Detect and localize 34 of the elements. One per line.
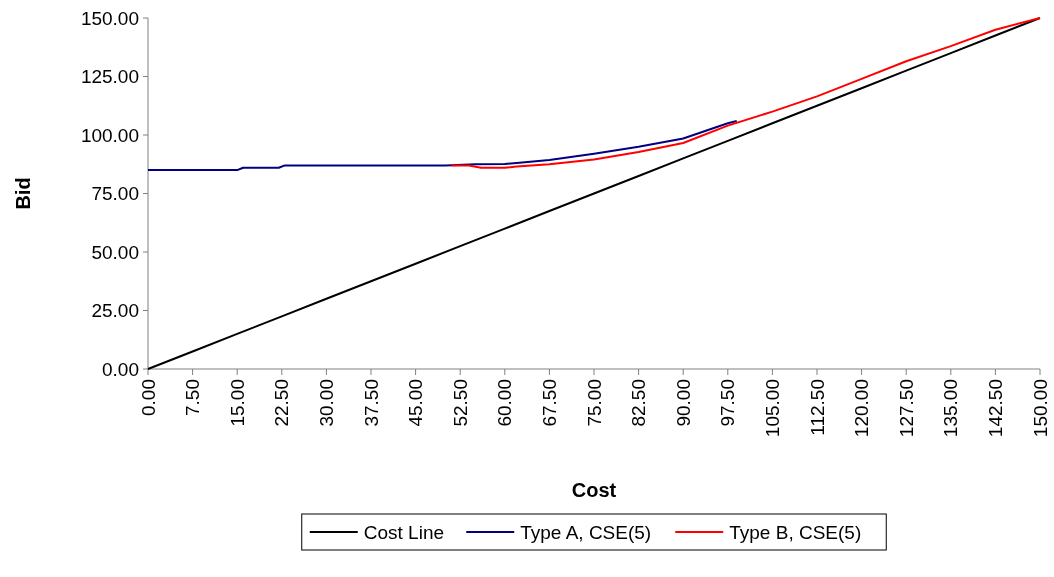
x-tick-label: 15.00: [226, 379, 248, 427]
x-tick-label: 22.50: [271, 379, 293, 427]
x-tick-label: 45.00: [405, 379, 427, 427]
x-tick-label: 142.50: [985, 379, 1007, 438]
x-tick-label: 112.50: [806, 379, 828, 436]
y-tick-label: 25.00: [91, 300, 139, 322]
x-tick-label: 67.50: [539, 379, 561, 427]
legend-label: Type B, CSE(5): [729, 521, 862, 543]
x-tick-label: 75.00: [583, 379, 605, 427]
x-axis-title: Cost: [571, 479, 617, 501]
y-tick-label: 0.00: [102, 358, 139, 380]
y-tick-label: 100.00: [80, 124, 139, 146]
y-tick-label: 50.00: [91, 241, 139, 263]
x-tick-label: 127.50: [895, 379, 917, 438]
x-tick-label: 82.50: [628, 379, 650, 427]
y-tick-label: 75.00: [91, 183, 139, 205]
x-tick-label: 60.00: [494, 379, 516, 427]
x-tick-label: 52.50: [449, 379, 471, 427]
y-tick-label: 150.00: [80, 7, 139, 29]
x-tick-label: 105.00: [762, 379, 784, 438]
line-series: [450, 17, 1041, 169]
x-tick-label: 120.00: [851, 379, 873, 438]
x-tick-label: 30.00: [316, 379, 338, 427]
x-tick-label: 150.00: [1029, 379, 1051, 438]
legend-label: Type A, CSE(5): [520, 521, 652, 543]
x-tick-label: 7.50: [182, 379, 204, 416]
x-tick-label: 97.50: [717, 379, 739, 427]
line-series: [147, 119, 738, 172]
y-axis-title: Bid: [12, 177, 34, 210]
x-tick-label: 135.00: [940, 379, 962, 438]
x-tick-label: 37.50: [360, 379, 382, 427]
legend-label: Cost Line: [363, 521, 445, 543]
y-tick-label: 125.00: [80, 66, 139, 88]
x-tick-label: 90.00: [672, 379, 694, 427]
